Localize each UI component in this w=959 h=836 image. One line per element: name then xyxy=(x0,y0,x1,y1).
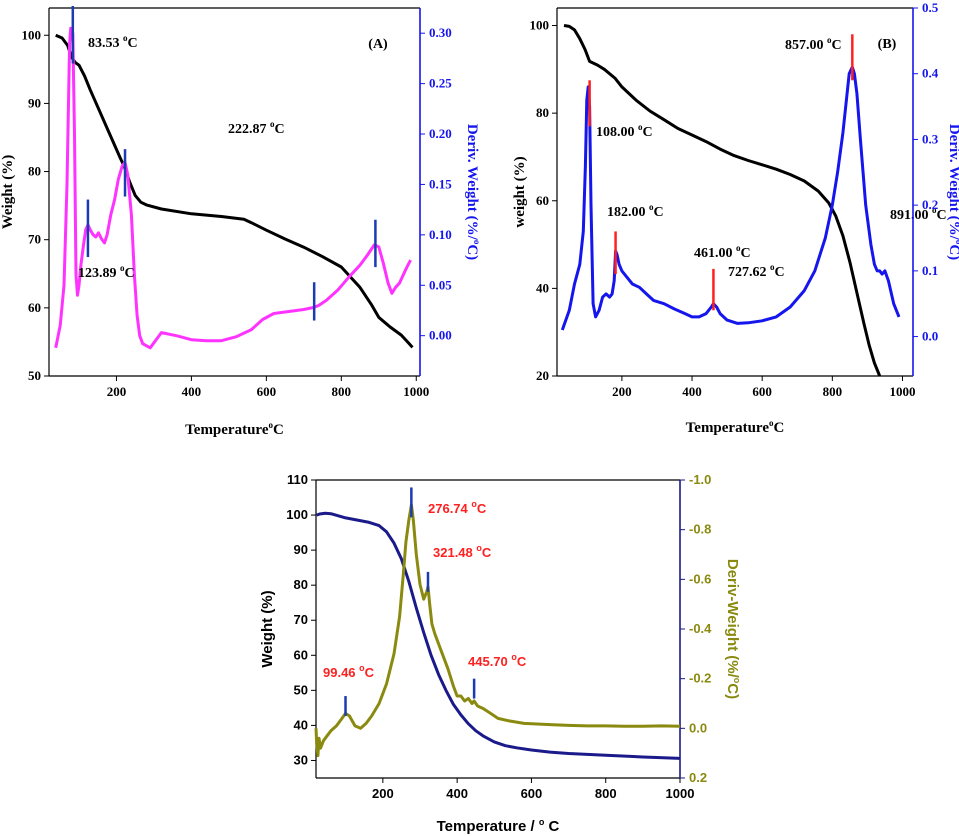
y-axis-title: Weight (%) xyxy=(0,155,16,230)
y2-tick-label: 0.2 xyxy=(922,197,938,212)
y-tick-label: 20 xyxy=(536,368,549,383)
x-axis-title: Temperature / o C xyxy=(437,817,560,835)
y-tick-label: 50 xyxy=(28,368,41,383)
x-axis-title: TemperatureoC xyxy=(686,418,785,436)
x-tick-label: 400 xyxy=(182,384,202,399)
y2-tick-label: 0.00 xyxy=(429,328,452,343)
x-tick-label: 600 xyxy=(521,786,543,801)
y-tick-label: 40 xyxy=(294,717,308,732)
peak-annotation: 891.00 oC xyxy=(890,205,947,223)
y-tick-label: 90 xyxy=(28,95,41,110)
y2-tick-label: 0.15 xyxy=(429,176,452,191)
peak-annotation: 99.46 oC xyxy=(323,663,375,680)
x-tick-label: 400 xyxy=(446,786,468,801)
peak-annotation: 182.00 oC xyxy=(607,202,664,220)
series-line-weight xyxy=(316,511,681,760)
x-tick-label: 1000 xyxy=(889,384,915,399)
x-tick-label: 400 xyxy=(682,384,702,399)
series-line-deriv-weight xyxy=(560,65,901,331)
peak-annotation: 445.70 oC xyxy=(468,652,527,669)
y-tick-label: 40 xyxy=(536,280,549,295)
y-tick-label: 100 xyxy=(22,27,42,42)
y-axis-title: Weight (%) xyxy=(259,590,276,667)
y2-axis-title: Deriv. Weight (%/oC) xyxy=(946,124,959,260)
peak-annotation: 222.87 oC xyxy=(228,119,285,137)
y-tick-label: 100 xyxy=(530,18,550,33)
y2-tick-label: 0.0 xyxy=(689,720,707,735)
peak-annotation: 727.62 oC xyxy=(728,262,785,280)
x-tick-label: 200 xyxy=(372,786,394,801)
panel-c-chart: 200 400 600 800 1000 30 40 50 60 70 80 90 100 110 0.2 0… xyxy=(259,472,742,835)
series-line-deriv-weight xyxy=(314,503,681,758)
peak-annotation: 321.48 oC xyxy=(433,543,492,560)
y2-tick-label: -0.2 xyxy=(689,671,711,686)
y-tick-label: 70 xyxy=(28,232,41,247)
panel-a-chart: 200 400 600 800 1000 50 60 70 80 90 100 0.00 0.05 0.1… xyxy=(0,5,947,438)
y-tick-label: 80 xyxy=(536,105,549,120)
y2-tick-label: 0.4 xyxy=(922,66,939,81)
y2-tick-label: 0.1 xyxy=(922,263,938,278)
x-tick-label: 600 xyxy=(752,384,772,399)
peak-annotation: 108.00 oC xyxy=(596,122,653,140)
peak-annotation: 83.53 oC xyxy=(88,33,138,51)
y-tick-label: 60 xyxy=(294,647,308,662)
y-tick-label: 50 xyxy=(294,682,308,697)
y-tick-label: 80 xyxy=(294,577,308,592)
x-tick-label: 1000 xyxy=(666,786,695,801)
y2-tick-label: 0.05 xyxy=(429,277,452,292)
x-tick-label: 800 xyxy=(332,384,352,399)
y2-tick-label: 0.5 xyxy=(922,0,939,15)
y2-tick-label: 0.20 xyxy=(429,126,452,141)
x-axis-title: TemperatureoC xyxy=(185,420,284,438)
y-tick-label: 30 xyxy=(294,752,308,767)
panel-b-chart: 200 400 600 800 1000 20 40 60 80 100 0.0 0.1 0.2 0.3 0… xyxy=(512,0,959,436)
series-line-weight xyxy=(55,33,414,349)
panel-label: (A) xyxy=(368,37,388,52)
x-tick-label: 200 xyxy=(107,384,127,399)
x-tick-label: 800 xyxy=(595,786,617,801)
y-tick-label: 60 xyxy=(28,300,41,315)
y-tick-label: 110 xyxy=(287,472,308,487)
y-tick-label: 90 xyxy=(294,542,308,557)
y2-axis-title: Deriv. Weight (%/oC) xyxy=(464,124,482,260)
y2-axis-title: Deriv-Weight (%/oC) xyxy=(724,559,742,699)
y-tick-label: 60 xyxy=(536,193,549,208)
peak-annotation: 857.00 oC xyxy=(785,35,842,53)
y2-tick-label: -0.4 xyxy=(689,621,712,636)
y2-tick-label: 0.2 xyxy=(689,770,707,785)
y2-tick-label: 0.30 xyxy=(429,25,452,40)
y2-tick-label: -1.0 xyxy=(689,472,711,487)
y2-tick-label: 0.3 xyxy=(922,131,939,146)
series-line-deriv-weight xyxy=(54,26,412,350)
x-tick-label: 800 xyxy=(823,384,843,399)
y2-tick-label: -0.6 xyxy=(689,571,711,586)
y2-tick-label: 0.0 xyxy=(922,329,938,344)
y-tick-label: 80 xyxy=(28,164,41,179)
panel-label: (B) xyxy=(878,37,897,52)
y-axis-title: weight (%) xyxy=(512,156,528,227)
y-tick-label: 70 xyxy=(294,612,308,627)
x-tick-label: 200 xyxy=(612,384,632,399)
peak-annotation: 123.89 oC xyxy=(78,263,135,281)
x-tick-label: 1000 xyxy=(403,384,429,399)
x-tick-label: 600 xyxy=(257,384,277,399)
y-tick-label: 100 xyxy=(286,507,308,522)
series-line-weight xyxy=(563,24,882,377)
peak-annotation: 276.74 oC xyxy=(428,499,487,516)
peak-annotation: 461.00 oC xyxy=(694,243,751,261)
y2-tick-label: -0.8 xyxy=(689,522,711,537)
y2-tick-label: 0.10 xyxy=(429,227,452,242)
y2-tick-label: 0.25 xyxy=(429,76,452,91)
